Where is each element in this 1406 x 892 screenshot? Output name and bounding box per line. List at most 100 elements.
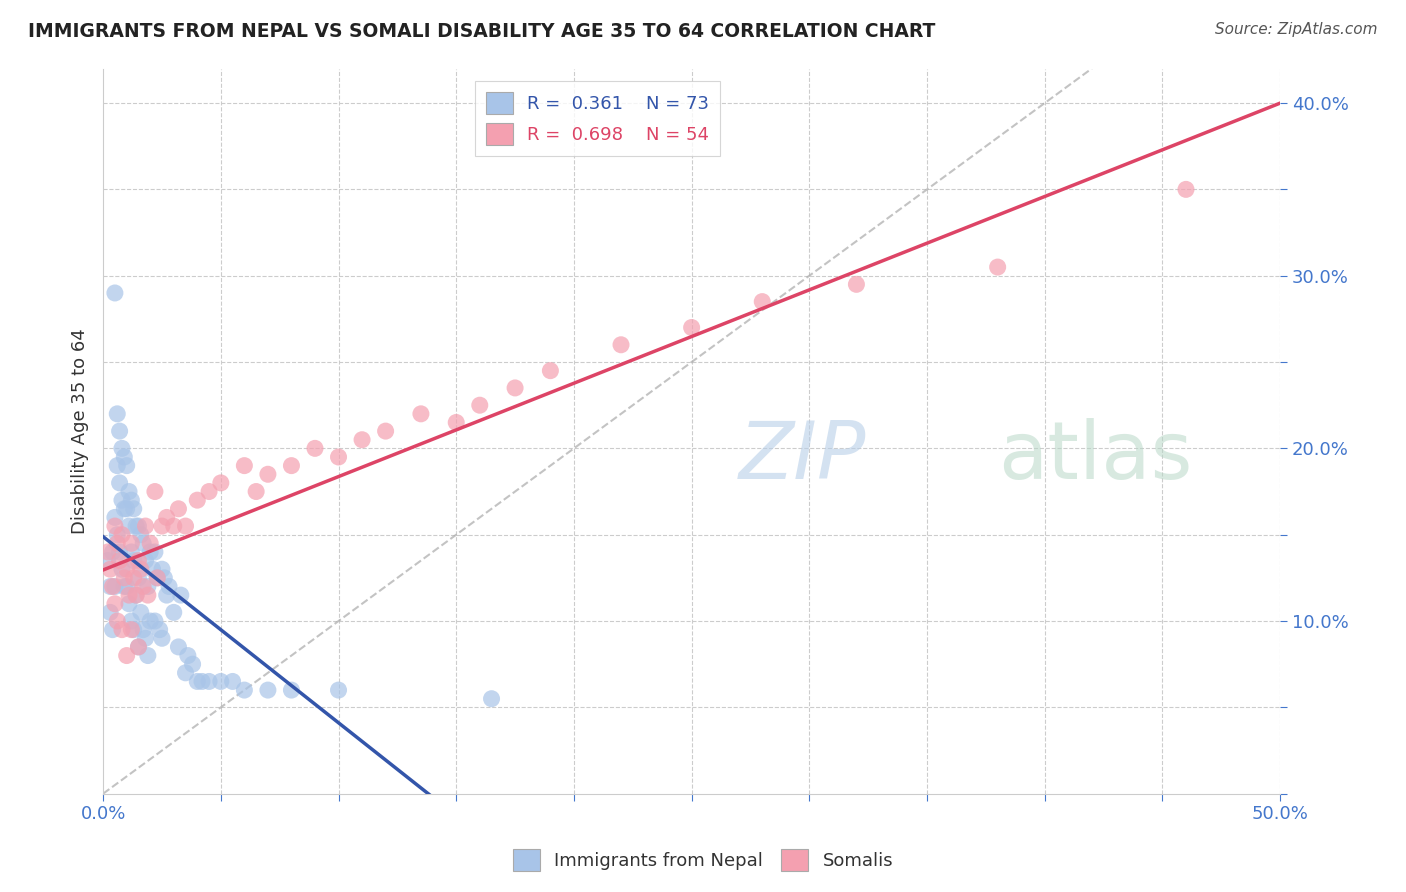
Point (112, 450, 135, 464)
Point (257, 683, 280, 698)
Point (198, 674, 221, 689)
Point (328, 450, 350, 464)
Point (97, 545, 120, 559)
Point (105, 458, 128, 473)
Point (112, 571, 135, 585)
Point (129, 527, 152, 541)
Point (104, 285, 127, 300)
Point (118, 484, 141, 499)
Point (610, 338, 633, 352)
Point (120, 493, 142, 508)
Point (104, 519, 127, 533)
Point (233, 458, 256, 473)
Point (987, 260, 1010, 274)
Point (125, 588, 148, 602)
Point (104, 597, 127, 611)
Point (134, 632, 156, 646)
Point (198, 484, 221, 499)
Point (538, 364, 561, 378)
Point (374, 424, 396, 438)
Point (257, 467, 280, 482)
Point (153, 571, 176, 585)
Point (156, 510, 179, 524)
Point (111, 623, 134, 637)
Point (481, 691, 503, 706)
Point (111, 562, 134, 576)
Point (186, 493, 208, 508)
Point (115, 501, 138, 516)
Point (143, 484, 166, 499)
Point (127, 640, 149, 654)
Point (122, 553, 145, 567)
Point (118, 519, 141, 533)
Legend: R =  0.361    N = 73, R =  0.698    N = 54: R = 0.361 N = 73, R = 0.698 N = 54 (475, 81, 720, 156)
Point (163, 519, 186, 533)
Point (115, 458, 138, 473)
Point (98, 579, 121, 593)
Point (328, 683, 350, 698)
Point (98, 606, 121, 620)
Text: Source: ZipAtlas.com: Source: ZipAtlas.com (1215, 22, 1378, 37)
Point (149, 623, 172, 637)
Point (134, 519, 156, 533)
Point (444, 416, 467, 430)
Point (104, 579, 127, 593)
Point (132, 623, 155, 637)
Point (120, 614, 142, 628)
Text: atlas: atlas (998, 418, 1192, 496)
Point (104, 510, 127, 524)
Point (122, 501, 145, 516)
Point (120, 623, 142, 637)
Point (97, 553, 120, 567)
Point (132, 579, 155, 593)
Point (163, 606, 186, 620)
Point (503, 381, 526, 395)
Point (143, 545, 166, 559)
Point (150, 632, 173, 646)
Point (150, 562, 173, 576)
Point (132, 536, 155, 550)
Point (245, 484, 267, 499)
Point (122, 571, 145, 585)
Point (136, 648, 159, 663)
Point (129, 562, 152, 576)
Point (108, 424, 131, 438)
Point (101, 545, 124, 559)
Point (101, 623, 124, 637)
Point (111, 527, 134, 541)
Point (143, 614, 166, 628)
Point (167, 640, 190, 654)
Point (209, 674, 232, 689)
Point (191, 674, 214, 689)
Point (174, 665, 197, 680)
Point (157, 579, 180, 593)
Point (118, 588, 141, 602)
Point (105, 527, 128, 541)
Point (280, 458, 302, 473)
Point (139, 536, 162, 550)
Point (142, 562, 165, 576)
Point (181, 657, 204, 672)
Point (105, 536, 128, 550)
Point (122, 623, 145, 637)
Point (139, 545, 162, 559)
Point (118, 597, 141, 611)
Point (468, 398, 491, 412)
Point (136, 579, 159, 593)
Point (111, 442, 134, 456)
Legend: Immigrants from Nepal, Somalis: Immigrants from Nepal, Somalis (506, 842, 900, 879)
Point (146, 571, 169, 585)
Point (1175, 182, 1198, 196)
Point (111, 493, 134, 508)
Point (129, 606, 152, 620)
Point (751, 294, 773, 309)
Point (120, 545, 142, 559)
Point (409, 407, 432, 421)
Point (115, 648, 138, 663)
Point (105, 614, 128, 628)
Point (125, 588, 148, 602)
Point (112, 579, 135, 593)
Point (127, 640, 149, 654)
Point (127, 571, 149, 585)
Point (150, 519, 173, 533)
